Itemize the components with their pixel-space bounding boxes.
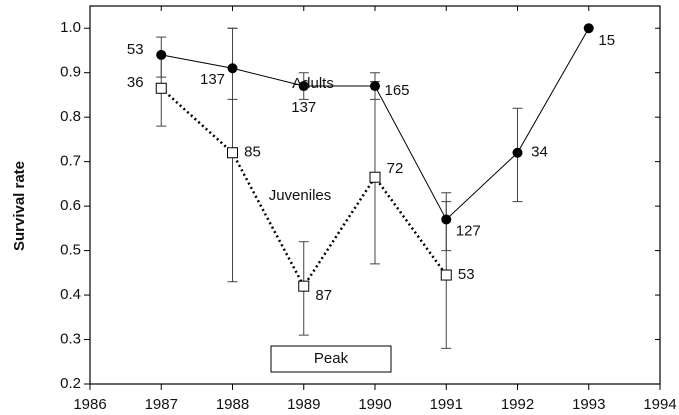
x-tick-label: 1994 bbox=[643, 396, 676, 413]
sample-size-label: 165 bbox=[384, 82, 409, 99]
y-tick-label: 0.3 bbox=[60, 330, 81, 347]
y-tick-label: 0.8 bbox=[60, 108, 81, 125]
data-point bbox=[155, 82, 167, 94]
x-tick-label: 1987 bbox=[145, 396, 178, 413]
y-tick-label: 0.7 bbox=[60, 153, 81, 170]
sample-size-label: 85 bbox=[244, 144, 261, 161]
data-point bbox=[440, 269, 452, 281]
x-tick-label: 1989 bbox=[287, 396, 320, 413]
sample-size-label: 137 bbox=[200, 71, 225, 88]
sample-size-label: 34 bbox=[531, 144, 548, 161]
sample-size-label: 15 bbox=[598, 32, 615, 49]
x-tick-label: 1986 bbox=[73, 396, 106, 413]
annotation: Adults bbox=[292, 75, 334, 92]
y-tick-label: 0.6 bbox=[60, 197, 81, 214]
sample-size-label: 36 bbox=[127, 74, 144, 91]
data-point bbox=[369, 171, 381, 183]
data-point bbox=[370, 81, 380, 92]
x-tick-label: 1992 bbox=[501, 396, 534, 413]
x-tick-label: 1988 bbox=[216, 396, 249, 413]
y-tick-label: 0.4 bbox=[60, 286, 81, 303]
x-tick-label: 1990 bbox=[358, 396, 391, 413]
sample-size-label: 53 bbox=[458, 266, 475, 283]
sample-size-label: 87 bbox=[315, 287, 332, 304]
y-tick-label: 0.9 bbox=[60, 64, 81, 81]
sample-size-label: 53 bbox=[127, 41, 144, 58]
annotation: Peak bbox=[314, 350, 349, 367]
x-tick-label: 1993 bbox=[572, 396, 605, 413]
data-point bbox=[298, 280, 310, 292]
y-tick-label: 0.5 bbox=[60, 242, 81, 259]
y-axis-label: Survival rate bbox=[11, 161, 28, 251]
sample-size-label: 137 bbox=[291, 99, 316, 116]
data-point bbox=[512, 147, 523, 158]
x-tick-label: 1991 bbox=[430, 396, 463, 413]
data-point bbox=[583, 23, 594, 34]
y-tick-label: 0.2 bbox=[60, 375, 81, 392]
data-point bbox=[441, 214, 452, 225]
data-point bbox=[298, 81, 309, 92]
data-point bbox=[227, 147, 238, 159]
data-point bbox=[227, 63, 238, 74]
annotation: Juveniles bbox=[269, 187, 332, 204]
y-tick-label: 1.0 bbox=[60, 19, 81, 36]
sample-size-label: 72 bbox=[387, 160, 404, 177]
annotation-box bbox=[270, 345, 392, 373]
data-point bbox=[156, 49, 167, 60]
sample-size-label: 127 bbox=[456, 222, 481, 239]
